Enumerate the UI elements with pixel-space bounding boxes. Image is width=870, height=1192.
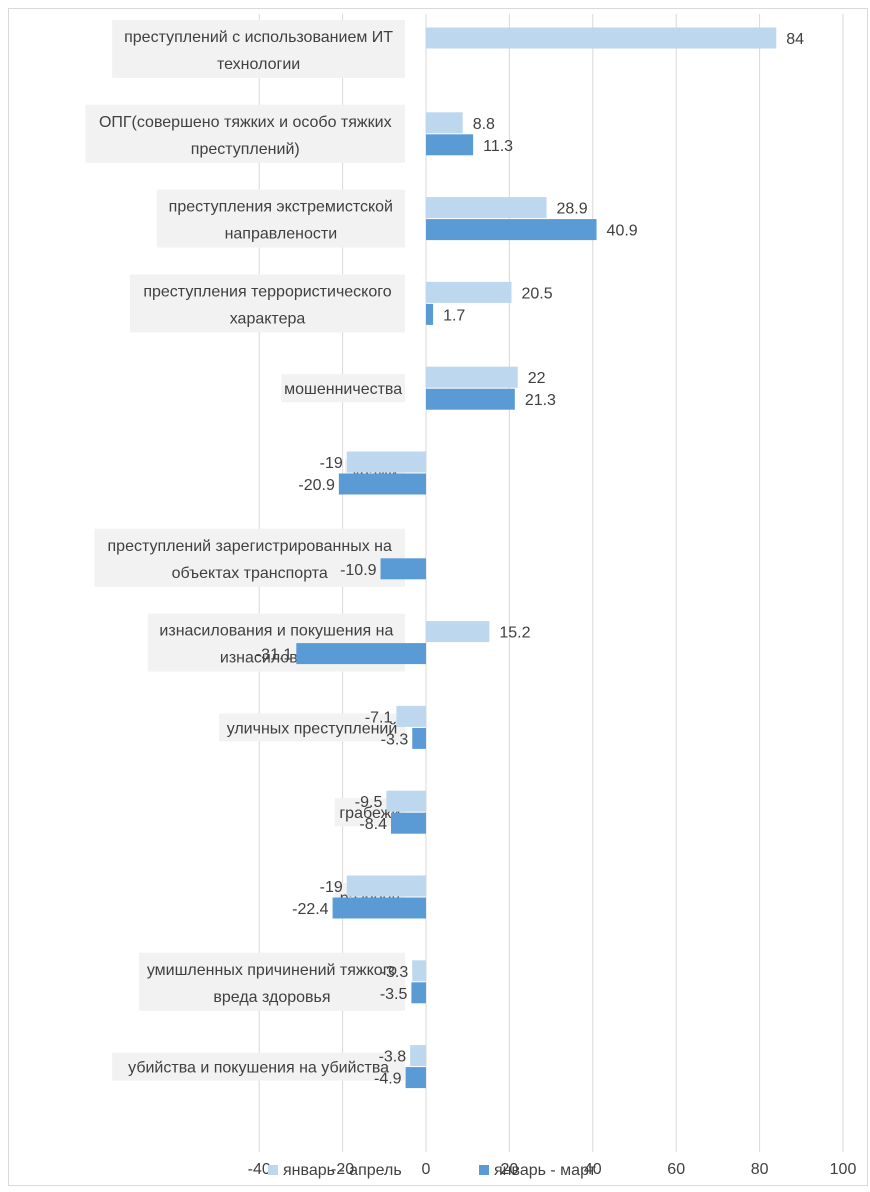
x-tick-label: -40 [248,1161,271,1178]
bar-jan-apr [396,705,426,727]
legend-swatch-jan-mar [479,1165,489,1175]
legend-label-jan-mar: январь - март [494,1162,597,1179]
bar-jan-apr [426,281,512,303]
bar-jan-mar [412,727,426,749]
x-tick-label: 40 [584,1161,602,1178]
data-label-jan-apr: -19 [320,455,343,472]
category-label-box [130,274,405,333]
category-label-box [138,952,405,1011]
category-label: преступлений) [191,141,300,158]
data-label-jan-mar: 11.3 [483,138,513,155]
category-label: объектах транспорта [172,565,328,582]
data-label-jan-mar: -20.9 [298,477,335,494]
data-label-jan-mar: -4.9 [374,1071,402,1088]
bar-jan-mar [332,897,426,919]
category-label: убийства и покушения на убийства [128,1060,389,1077]
bar-jan-mar [380,558,426,580]
category-label-box [112,1052,405,1081]
category-label: преступления экстремистской [169,199,393,216]
bar-jan-apr [346,451,426,473]
category-label-box [281,374,405,403]
data-label-jan-apr: -3.8 [379,1049,407,1066]
data-label-jan-mar: -8.4 [359,816,387,833]
x-tick-label: 100 [830,1161,857,1178]
category-label-box [94,528,406,587]
category-label-box [85,104,405,163]
category-label: изнасилования и покушения на [159,623,393,640]
data-label-jan-apr: -3.3 [381,964,409,981]
data-label-jan-apr: 8.8 [473,116,495,133]
category-label-box [112,20,405,78]
bar-jan-mar [338,473,426,495]
data-label-jan-mar: -10.9 [340,562,377,579]
category-label: преступлений зарегистрированных на [108,538,392,555]
bar-jan-mar [405,1067,426,1089]
bar-jan-apr [412,960,426,982]
category-label: грабежи [339,805,400,822]
data-label-jan-apr: 22 [528,370,546,387]
x-tick-label: 80 [751,1161,769,1178]
bar-jan-mar [426,134,474,156]
data-label-jan-mar: -31.1 [256,647,293,664]
bar-jan-apr [386,790,426,812]
bar-jan-mar [426,303,434,325]
category-label: направлености [225,226,338,243]
category-label: преступлений с использованием ИТ [124,29,393,46]
bar-jan-apr [346,875,426,897]
x-tick-label: -20 [331,1161,354,1178]
x-tick-label: 60 [667,1161,685,1178]
category-label: вреда здоровья [213,989,330,1006]
bar-chart: -40 -20 0 20 40 60 80 100 преступлений с использ… [85,14,857,1179]
bar-jan-apr [426,27,777,49]
data-label-jan-apr: -9.5 [355,794,383,811]
bar-jan-apr [426,112,463,134]
bar-jan-mar [411,982,426,1004]
data-label-jan-mar: 40.9 [607,223,638,240]
data-label-jan-apr: 28.9 [557,201,588,218]
data-label-jan-mar: -3.3 [381,731,409,748]
x-tick-label: 0 [422,1161,431,1178]
category-label: уличных преступлений [227,720,398,737]
category-label: мошенничества [284,381,402,398]
legend-swatch-jan-apr [268,1165,278,1175]
data-label-jan-apr: -7.1 [365,709,393,726]
data-label-jan-mar: 1.7 [443,307,465,324]
x-tick-label: 20 [501,1161,519,1178]
category-label-box [219,713,405,742]
bar-jan-mar [426,219,597,241]
data-label-jan-mar: -22.4 [292,901,329,918]
data-label-jan-apr: 15.2 [499,625,530,642]
bar-jan-apr [410,1045,426,1067]
category-label: преступления террористического [143,283,391,300]
category-label-box [156,189,405,248]
data-label-jan-mar: -3.5 [380,986,408,1003]
bar-jan-mar [426,388,515,410]
data-label-jan-apr: -19 [320,879,343,896]
bar-jan-apr [426,197,547,219]
bar-jan-apr [426,366,518,388]
legend-label-jan-apr: январь - апрель [283,1162,402,1179]
data-label-jan-mar: 21.3 [525,392,556,409]
category-label: умишленных причинений тяжкого [147,962,397,979]
bar-jan-mar [296,643,426,665]
data-label-jan-apr: 84 [786,31,804,48]
data-label-jan-apr: 20.5 [521,285,552,302]
bar-jan-apr [426,621,490,643]
category-label: характера [230,310,306,327]
bar-jan-mar [390,812,426,834]
chart-frame: -40 -20 0 20 40 60 80 100 преступлений с использ… [8,8,868,1186]
category-label: технологии [217,56,300,73]
category-label: ОПГ(совершено тяжких и особо тяжких [99,114,392,131]
